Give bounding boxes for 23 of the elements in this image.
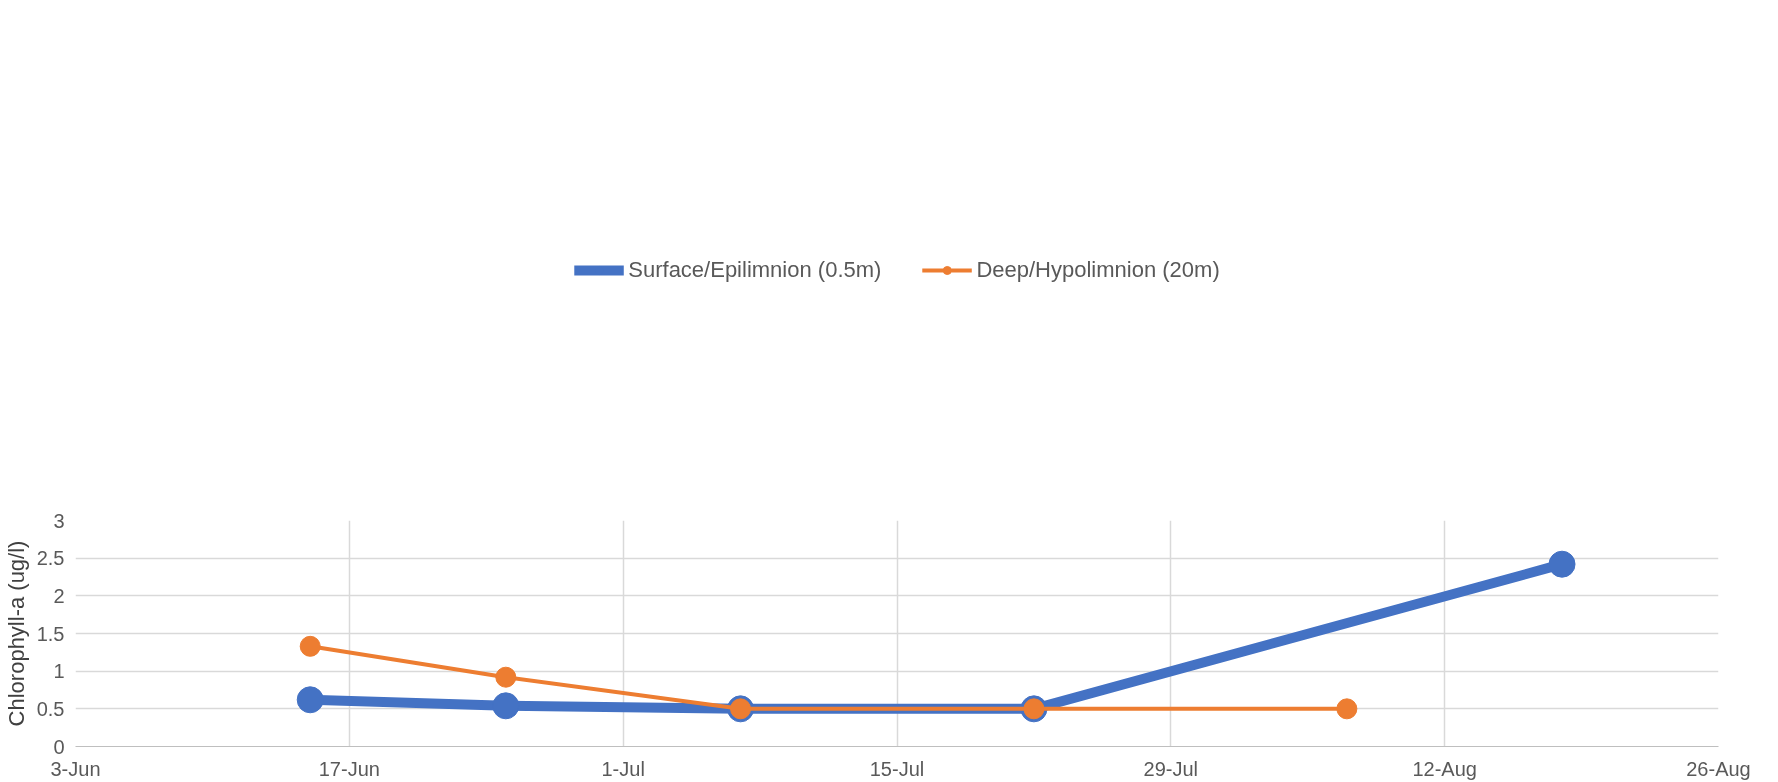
y-tick-label: 0.5: [36, 697, 65, 720]
point: [495, 666, 517, 688]
y-tick-label: 1: [53, 660, 65, 683]
x-tick-label: 17-Jun: [318, 757, 380, 780]
legend-label: Surface/Epilimnion (0.5m): [628, 257, 882, 283]
y-tick-label: 2.5: [36, 547, 65, 570]
point: [492, 692, 520, 720]
y-tick-label: 0: [53, 735, 65, 758]
point: [1548, 550, 1576, 578]
legend-label: Deep/Hypolimnion (20m): [976, 257, 1220, 283]
y-axis-title: Chlorophyll-a (ug/l): [3, 540, 29, 727]
x-tick-label: 1-Jul: [601, 757, 645, 780]
point: [1336, 698, 1358, 720]
x-tick-label: 15-Jul: [869, 757, 925, 780]
x-tick-label: 3-Jun: [50, 757, 101, 780]
y-tick-label: 2: [53, 584, 65, 607]
point: [299, 635, 321, 657]
y-tick-label: 1.5: [36, 622, 65, 645]
x-tick-label: 12-Aug: [1412, 757, 1477, 780]
x-tick-label: 26-Aug: [1686, 757, 1751, 780]
x-tick-label: 29-Jul: [1143, 757, 1199, 780]
y-tick-label: 3: [53, 509, 65, 532]
point: [296, 686, 324, 714]
